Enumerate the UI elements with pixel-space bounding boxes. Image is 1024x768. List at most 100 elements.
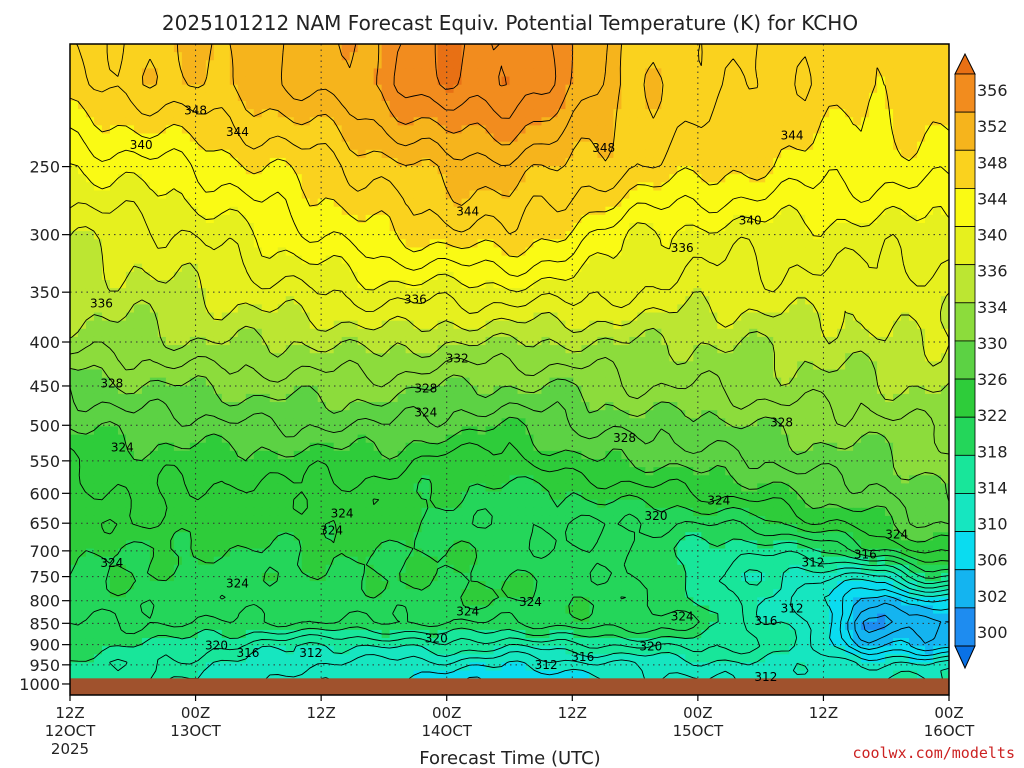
heatmap-cell xyxy=(765,60,774,70)
heatmap-cell xyxy=(597,361,606,371)
heatmap-cell xyxy=(821,263,830,273)
heatmap-cell xyxy=(837,353,846,362)
heatmap-cell xyxy=(157,92,167,102)
heatmap-cell xyxy=(837,304,846,314)
heatmap-cell xyxy=(253,369,263,379)
heatmap-cell xyxy=(493,336,503,346)
heatmap-cell xyxy=(725,149,734,159)
heatmap-cell xyxy=(421,100,431,110)
heatmap-cell xyxy=(645,157,654,167)
heatmap-cell xyxy=(325,263,335,273)
heatmap-cell xyxy=(397,125,407,135)
heatmap-cell xyxy=(285,369,295,379)
heatmap-cell xyxy=(229,198,239,208)
heatmap-cell xyxy=(725,206,734,216)
heatmap-cell xyxy=(357,117,367,126)
heatmap-cell xyxy=(181,84,191,94)
heatmap-cell xyxy=(853,52,862,61)
heatmap-cell xyxy=(925,402,934,411)
heatmap-cell xyxy=(213,255,223,265)
heatmap-cell xyxy=(413,223,423,232)
heatmap-cell xyxy=(781,190,790,200)
heatmap-cell xyxy=(461,385,471,395)
heatmap-cell xyxy=(70,182,79,192)
heatmap-cell xyxy=(613,247,622,257)
heatmap-cell xyxy=(149,157,159,167)
heatmap-cell xyxy=(421,336,431,346)
heatmap-cell xyxy=(509,174,519,183)
heatmap-cell xyxy=(661,182,670,192)
heatmap-cell xyxy=(101,320,111,330)
heatmap-cell xyxy=(901,345,910,354)
heatmap-cell xyxy=(365,92,375,102)
heatmap-cell xyxy=(413,166,423,175)
heatmap-cell xyxy=(709,166,718,175)
heatmap-cell xyxy=(357,60,367,70)
heatmap-cell xyxy=(349,328,359,338)
heatmap-cell xyxy=(637,100,646,110)
heatmap-cell xyxy=(901,174,910,183)
heatmap-cell xyxy=(557,247,567,257)
heatmap-cell xyxy=(565,369,575,379)
heatmap-cell xyxy=(781,320,790,330)
heatmap-cell xyxy=(805,190,814,200)
heatmap-cell xyxy=(285,231,295,240)
heatmap-cell xyxy=(277,402,287,411)
heatmap-cell xyxy=(693,76,702,86)
heatmap-cell xyxy=(853,377,862,387)
heatmap-cell xyxy=(229,68,239,78)
heatmap-cell xyxy=(189,141,199,151)
heatmap-cell xyxy=(885,361,894,371)
heatmap-cell xyxy=(501,117,511,126)
heatmap-cell xyxy=(85,231,95,240)
heatmap-cell xyxy=(93,133,103,143)
heatmap-cell xyxy=(885,255,894,265)
heatmap-cell xyxy=(117,174,127,183)
heatmap-cell xyxy=(885,385,894,395)
heatmap-cell xyxy=(421,109,431,118)
heatmap-cell xyxy=(773,157,782,167)
heatmap-cell xyxy=(605,125,614,135)
heatmap-cell xyxy=(149,361,159,371)
heatmap-cell xyxy=(925,263,934,273)
heatmap-cell xyxy=(309,353,319,362)
heatmap-cell xyxy=(685,125,694,135)
heatmap-cell xyxy=(77,100,87,110)
heatmap-cell xyxy=(925,353,934,362)
heatmap-cell xyxy=(749,263,758,273)
heatmap-cell xyxy=(917,279,926,289)
heatmap-cell xyxy=(517,92,527,102)
heatmap-cell xyxy=(733,166,742,175)
heatmap-cell xyxy=(557,117,567,126)
heatmap-cell xyxy=(269,263,279,273)
heatmap-cell xyxy=(517,312,527,322)
heatmap-cell xyxy=(173,149,183,159)
heatmap-cell xyxy=(701,377,710,387)
heatmap-cell xyxy=(413,231,423,240)
heatmap-cell xyxy=(837,125,846,135)
heatmap-cell xyxy=(213,361,223,371)
heatmap-cell xyxy=(301,198,311,208)
heatmap-cell xyxy=(741,125,750,135)
heatmap-cell xyxy=(245,182,255,192)
heatmap-cell xyxy=(877,296,886,305)
heatmap-cell xyxy=(389,279,399,289)
heatmap-cell xyxy=(301,133,311,143)
heatmap-cell xyxy=(77,125,87,135)
heatmap-cell xyxy=(77,377,87,387)
heatmap-cell xyxy=(733,133,742,143)
heatmap-cell xyxy=(797,76,806,86)
heatmap-cell xyxy=(541,255,551,265)
heatmap-cell xyxy=(485,279,495,289)
heatmap-cell xyxy=(821,304,830,314)
heatmap-cell xyxy=(117,182,127,192)
heatmap-cell xyxy=(453,60,463,70)
heatmap-cell xyxy=(613,214,622,224)
heatmap-cell xyxy=(109,100,119,110)
heatmap-cell xyxy=(741,231,750,240)
heatmap-cell xyxy=(285,304,295,314)
heatmap-cell xyxy=(181,68,191,78)
heatmap-cell xyxy=(317,263,327,273)
heatmap-cell xyxy=(221,239,231,249)
heatmap-cell xyxy=(333,353,343,362)
